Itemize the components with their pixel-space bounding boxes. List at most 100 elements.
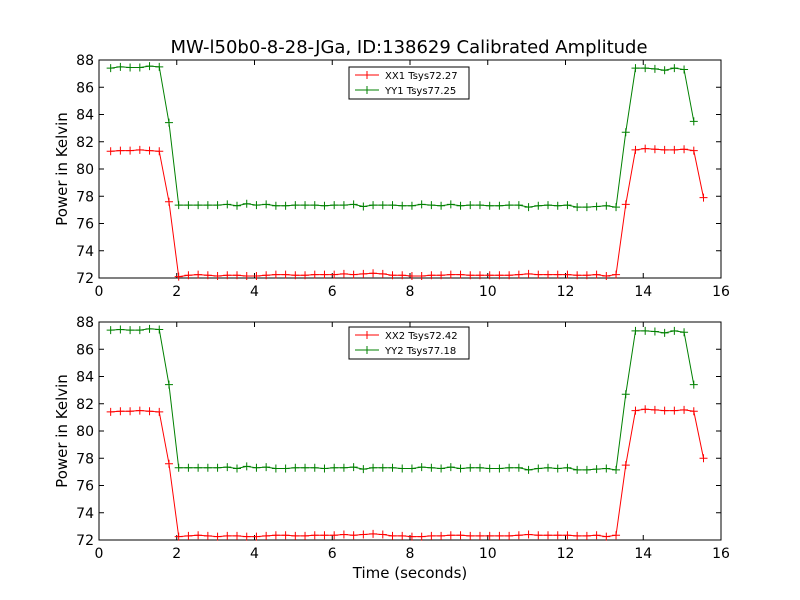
data-point: [233, 464, 242, 473]
data-point: [544, 531, 553, 540]
data-point: [505, 463, 514, 472]
data-point: [524, 203, 533, 212]
data-point: [466, 531, 475, 540]
data-point: [660, 66, 669, 75]
data-point: [563, 531, 572, 540]
data-point: [106, 326, 115, 335]
data-point: [407, 201, 416, 210]
data-point: [388, 201, 397, 210]
y-tick-label: 72: [76, 271, 94, 287]
data-point: [427, 531, 436, 540]
data-point: [310, 270, 319, 279]
data-point: [553, 270, 562, 279]
data-point: [330, 531, 339, 540]
data-point: [495, 531, 504, 540]
data-point: [184, 531, 193, 540]
data-point: [106, 147, 115, 156]
data-point: [427, 271, 436, 280]
data-point: [475, 201, 484, 210]
data-point: [281, 270, 290, 279]
data-point: [592, 465, 601, 474]
data-point: [194, 531, 203, 540]
data-point: [466, 271, 475, 280]
data-point: [242, 532, 251, 541]
data-point: [446, 200, 455, 209]
data-point: [339, 269, 348, 278]
data-point: [359, 202, 368, 211]
x-tick-label: 14: [634, 546, 652, 562]
data-point: [291, 271, 300, 280]
x-axis-label: Time (seconds): [352, 564, 468, 582]
data-point: [563, 270, 572, 279]
data-point: [310, 463, 319, 472]
data-point: [310, 201, 319, 210]
data-point: [388, 463, 397, 472]
data-point: [242, 271, 251, 280]
data-point: [252, 532, 261, 541]
data-point: [680, 405, 689, 414]
data-point: [582, 203, 591, 212]
legend-marker: [363, 86, 371, 94]
data-point: [164, 459, 173, 468]
data-point: [437, 201, 446, 210]
data-point: [437, 531, 446, 540]
data-point: [349, 531, 358, 540]
data-point: [660, 145, 669, 154]
data-point: [194, 201, 203, 210]
y-tick-label: 82: [76, 397, 94, 413]
data-point: [612, 531, 621, 540]
y-tick-label: 76: [76, 217, 94, 233]
data-point: [398, 531, 407, 540]
data-point: [602, 532, 611, 541]
x-tick-label: 8: [406, 546, 415, 562]
data-point: [505, 531, 514, 540]
data-point: [213, 201, 222, 210]
data-point: [456, 201, 465, 210]
data-point: [145, 62, 154, 71]
data-point: [135, 63, 144, 72]
data-point: [573, 531, 582, 540]
data-point: [369, 529, 378, 538]
data-point: [592, 202, 601, 211]
data-point: [553, 464, 562, 473]
data-point: [466, 463, 475, 472]
data-point: [524, 465, 533, 474]
data-point: [213, 532, 222, 541]
data-point: [164, 118, 173, 127]
data-point: [602, 271, 611, 280]
x-tick-label: 16: [712, 284, 730, 300]
data-point: [301, 201, 310, 210]
data-point: [495, 271, 504, 280]
data-point: [602, 201, 611, 210]
data-point: [544, 201, 553, 210]
y-tick-label: 86: [76, 80, 94, 96]
data-point: [164, 380, 173, 389]
data-point: [660, 328, 669, 337]
data-point: [135, 406, 144, 415]
data-point: [544, 270, 553, 279]
series-2: [107, 62, 698, 212]
data-point: [670, 145, 679, 154]
data-point: [407, 532, 416, 541]
data-point: [475, 463, 484, 472]
data-point: [291, 201, 300, 210]
data-point: [582, 531, 591, 540]
data-point: [398, 201, 407, 210]
data-point: [126, 146, 135, 155]
data-point: [145, 146, 154, 155]
data-point: [155, 325, 164, 334]
series-1: [106, 144, 708, 281]
subplot-1: 0 2 4 6 8 10 12 14 16 72 74 76 78 80 82 84 86 88 Power in …: [53, 53, 730, 300]
x-tick-label: 6: [328, 284, 337, 300]
data-point: [262, 271, 271, 280]
data-point: [689, 380, 698, 389]
x-tick-label: 8: [406, 284, 415, 300]
x-tick-label: 10: [479, 284, 497, 300]
data-point: [339, 530, 348, 539]
data-point: [271, 270, 280, 279]
data-point: [301, 531, 310, 540]
data-point: [534, 201, 543, 210]
data-point: [582, 465, 591, 474]
data-point: [699, 193, 708, 202]
